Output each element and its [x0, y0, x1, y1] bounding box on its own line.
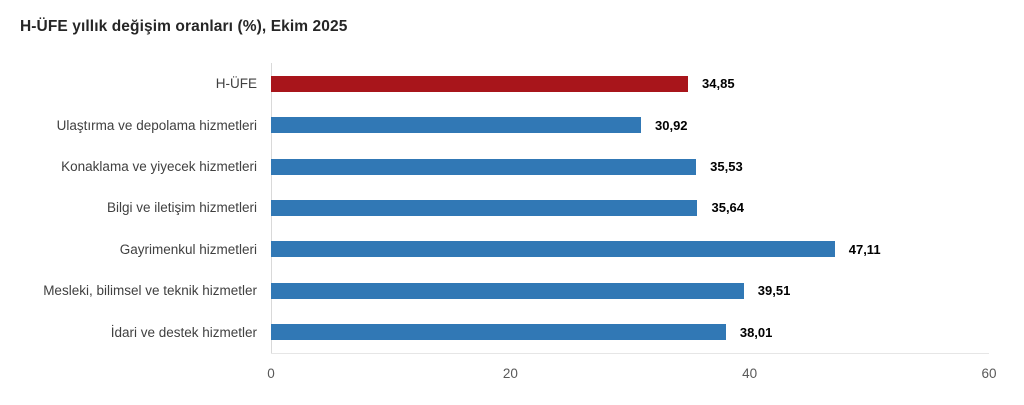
- category-label: Ulaştırma ve depolama hizmetleri: [56, 117, 257, 133]
- chart-row: Mesleki, bilimsel ve teknik hizmetler 39,…: [0, 270, 989, 311]
- bar: [271, 241, 835, 258]
- chart-row: İdari ve destek hizmetler 38,01: [0, 312, 989, 353]
- value-label: 39,51: [757, 283, 791, 299]
- category-label: Mesleki, bilimsel ve teknik hizmetler: [43, 283, 257, 299]
- chart-row: Gayrimenkul hizmetleri 47,11: [0, 229, 989, 270]
- category-label: İdari ve destek hizmetler: [110, 324, 257, 340]
- chart-row: H-ÜFE 34,85: [0, 63, 989, 104]
- value-label: 47,11: [848, 241, 881, 257]
- bar-track: 39,51: [271, 270, 989, 311]
- bar-track: 35,53: [271, 146, 989, 187]
- bar: [271, 158, 697, 175]
- bar-track: 47,11: [271, 229, 989, 270]
- bar: [271, 199, 698, 216]
- category-label: Gayrimenkul hizmetleri: [119, 241, 257, 257]
- bar: [271, 324, 726, 341]
- value-label: 35,53: [710, 159, 743, 175]
- category-label: Konaklama ve yiyecek hizmetleri: [61, 159, 257, 175]
- category-label: Bilgi ve iletişim hizmetleri: [106, 200, 257, 216]
- x-axis-tick-label: 60: [981, 366, 997, 381]
- x-axis-tick-label: 40: [742, 366, 758, 381]
- value-label: 34,85: [702, 76, 735, 92]
- plot-area: H-ÜFE 34,85 Ulaştırma ve depolama hizmetle…: [0, 63, 989, 353]
- category-label: H-ÜFE: [215, 76, 257, 92]
- value-label: 30,92: [655, 117, 688, 133]
- chart-row: Ulaştırma ve depolama hizmetleri 30,92: [0, 104, 989, 145]
- value-label: 38,01: [739, 324, 773, 340]
- bar-track: 35,64: [271, 187, 989, 228]
- x-axis-tick-label: 20: [502, 366, 518, 381]
- value-label: 35,64: [711, 200, 745, 216]
- x-axis-line: [271, 353, 989, 354]
- chart-row: Konaklama ve yiyecek hizmetleri 35,53: [0, 146, 989, 187]
- bar: [271, 117, 641, 134]
- x-axis-tick-label: 0: [267, 366, 275, 381]
- bar-track: 38,01: [271, 312, 989, 353]
- bar-track: 34,85: [271, 63, 989, 104]
- chart-title: H-ÜFE yıllık değişim oranları (%), Ekim …: [20, 18, 348, 35]
- bar: [271, 282, 744, 299]
- bar: [271, 75, 689, 92]
- bar-track: 30,92: [271, 104, 989, 145]
- chart-row: Bilgi ve iletişim hizmetleri 35,64: [0, 187, 989, 228]
